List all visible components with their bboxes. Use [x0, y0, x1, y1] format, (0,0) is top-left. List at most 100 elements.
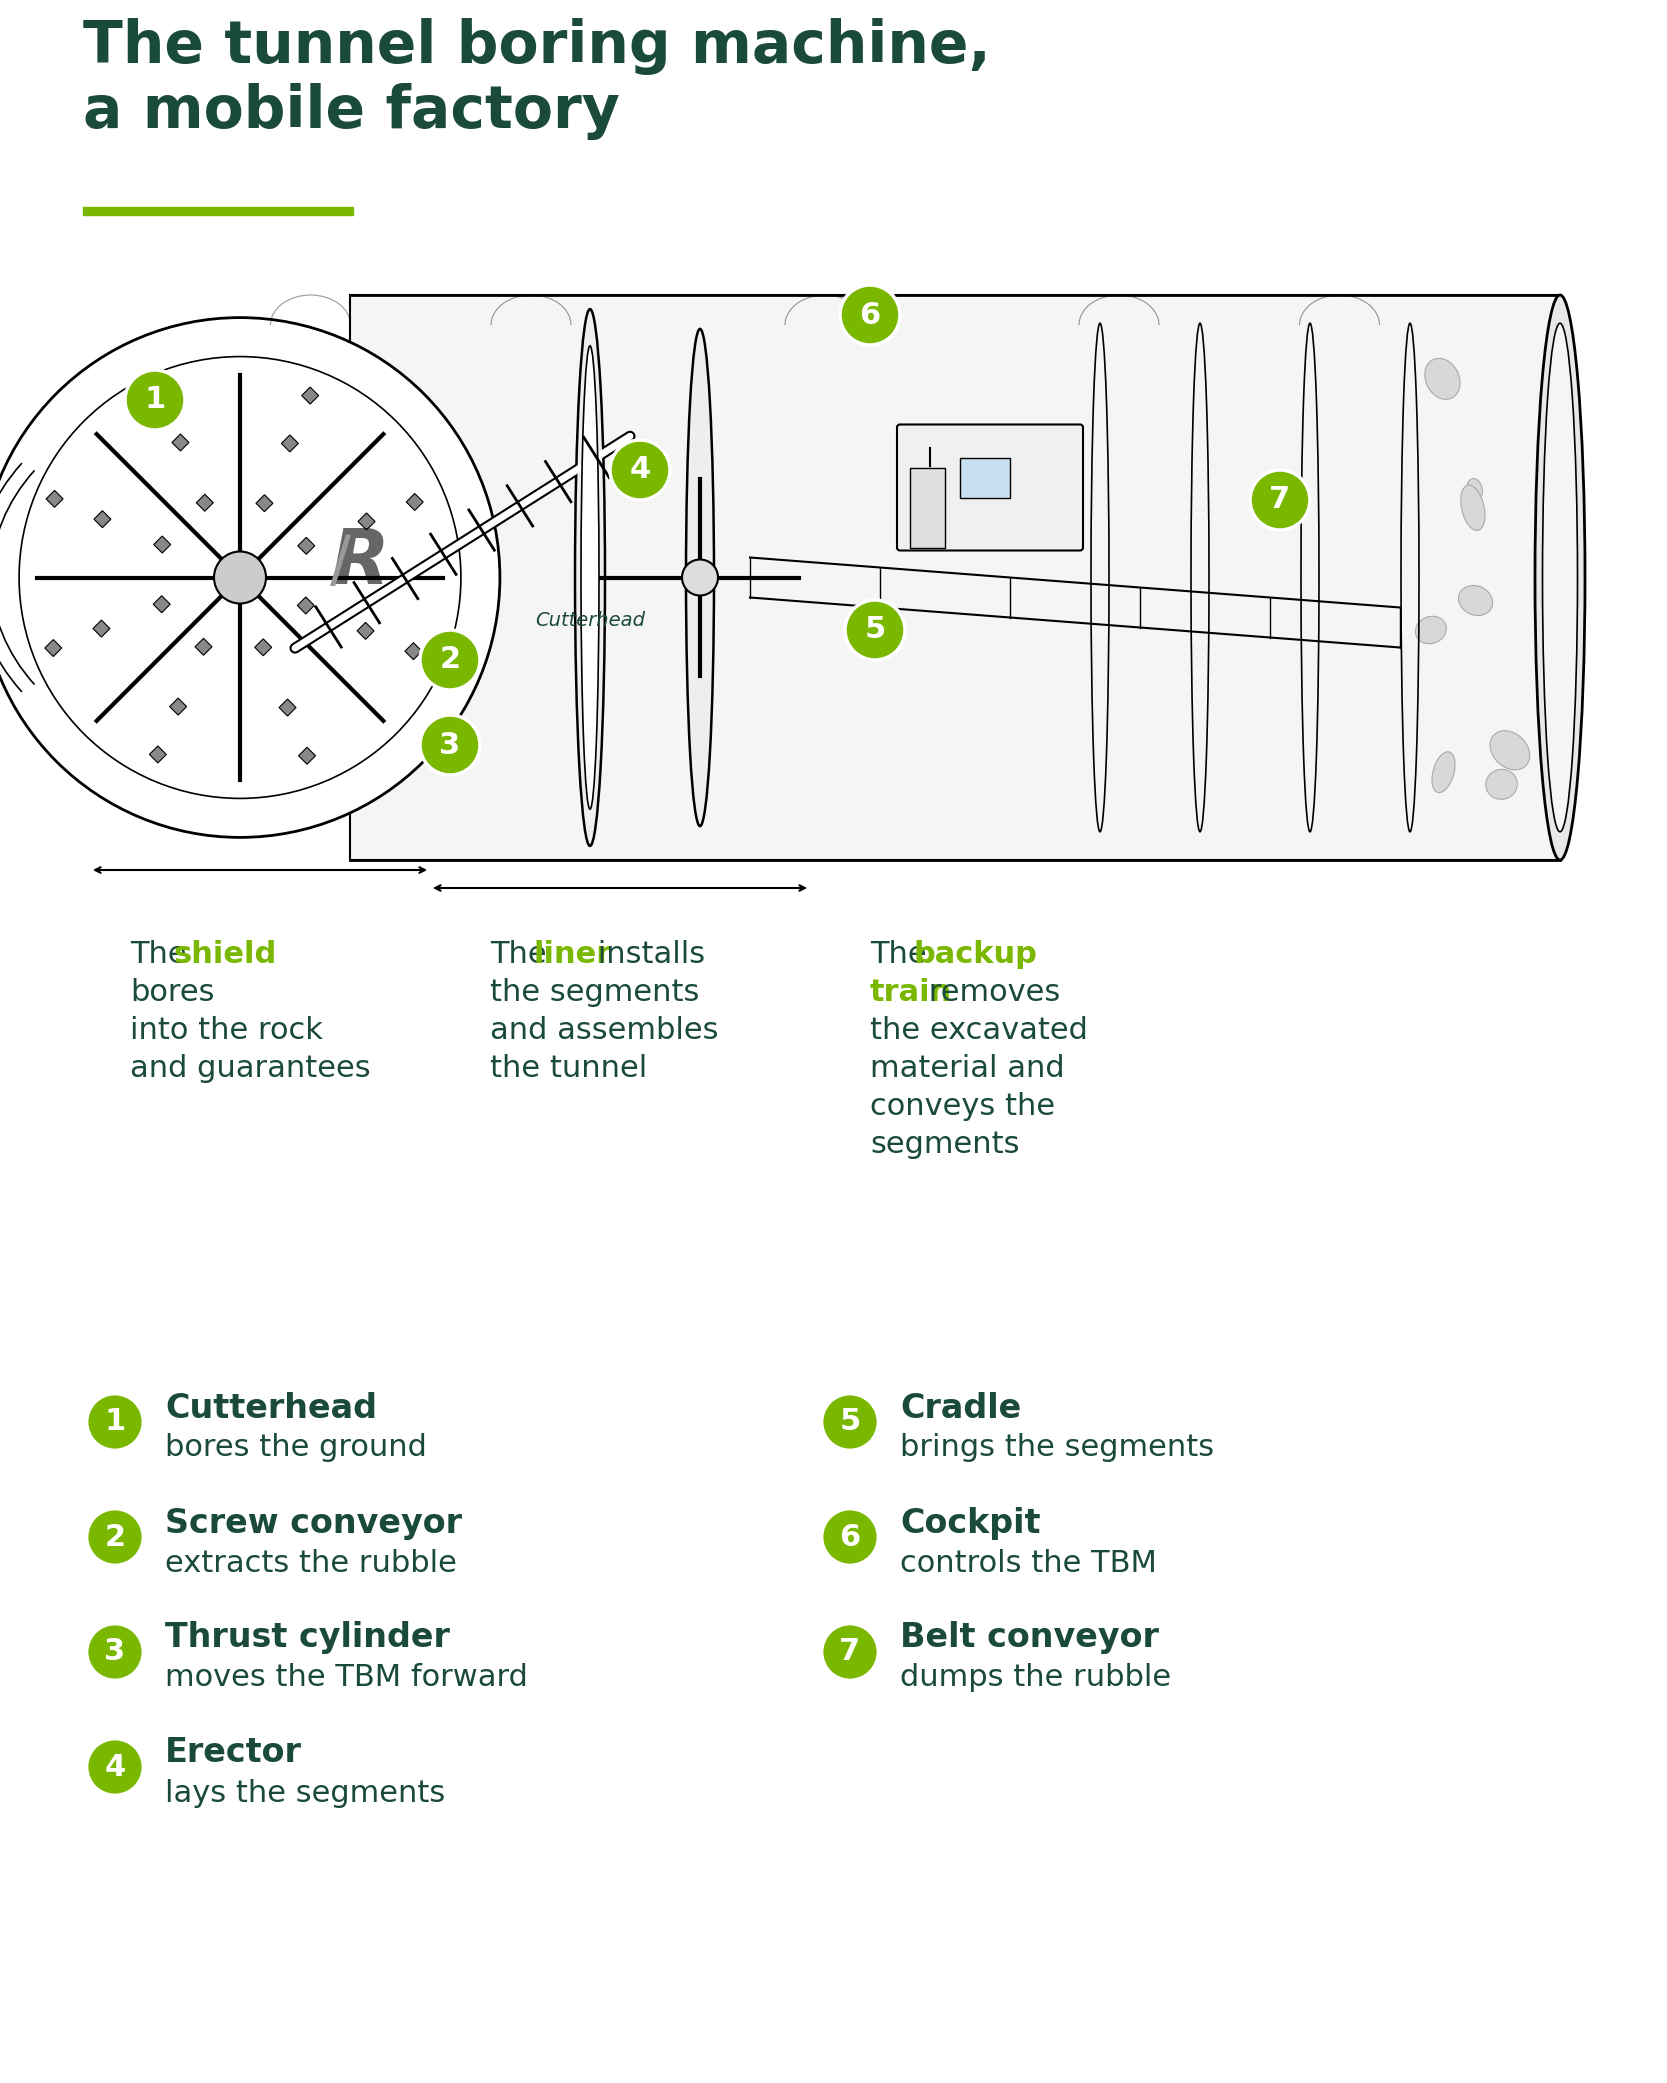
- Bar: [255, 639, 272, 656]
- Text: train: train: [870, 979, 952, 1006]
- Text: Cockpit: Cockpit: [900, 1506, 1040, 1539]
- Ellipse shape: [582, 346, 598, 808]
- Text: material and: material and: [870, 1054, 1065, 1083]
- Text: Screw conveyor: Screw conveyor: [165, 1506, 462, 1539]
- Bar: [407, 494, 423, 510]
- Bar: [910, 467, 945, 548]
- Text: 1: 1: [105, 1408, 125, 1437]
- Text: 5: 5: [865, 614, 885, 644]
- Text: bores: bores: [130, 979, 215, 1006]
- Text: Cradle: Cradle: [900, 1391, 1022, 1425]
- Circle shape: [213, 552, 267, 604]
- Bar: [172, 433, 188, 450]
- Text: removes: removes: [919, 979, 1060, 1006]
- Text: R: R: [330, 525, 390, 600]
- Text: 6: 6: [840, 1523, 860, 1552]
- Circle shape: [840, 285, 900, 346]
- Bar: [197, 494, 213, 510]
- Text: 1: 1: [145, 385, 165, 415]
- Text: The: The: [490, 939, 557, 969]
- FancyBboxPatch shape: [350, 296, 1560, 860]
- Ellipse shape: [1474, 769, 1489, 794]
- Circle shape: [682, 560, 718, 596]
- Bar: [298, 748, 315, 764]
- Bar: [282, 435, 298, 452]
- Circle shape: [420, 714, 480, 775]
- Text: and guarantees: and guarantees: [130, 1054, 370, 1083]
- Ellipse shape: [1535, 296, 1585, 860]
- Text: conveys the: conveys the: [870, 1091, 1055, 1121]
- Text: Cutterhead: Cutterhead: [535, 610, 645, 629]
- Text: a mobile factory: a mobile factory: [83, 83, 620, 140]
- Bar: [405, 644, 422, 660]
- Text: the tunnel: the tunnel: [490, 1054, 647, 1083]
- Text: 4: 4: [630, 456, 650, 485]
- Text: lays the segments: lays the segments: [165, 1779, 445, 1808]
- Bar: [358, 512, 375, 529]
- Ellipse shape: [1425, 437, 1454, 467]
- Ellipse shape: [575, 308, 605, 846]
- Text: 3: 3: [105, 1637, 125, 1666]
- Bar: [45, 639, 62, 656]
- Ellipse shape: [1497, 664, 1539, 692]
- Text: segments: segments: [870, 1129, 1020, 1158]
- Text: 5: 5: [840, 1408, 860, 1437]
- Ellipse shape: [1420, 473, 1454, 502]
- Text: the excavated: the excavated: [870, 1017, 1089, 1046]
- Circle shape: [420, 629, 480, 689]
- Text: 7: 7: [840, 1637, 860, 1666]
- Bar: [47, 490, 63, 508]
- Ellipse shape: [1429, 685, 1449, 727]
- Bar: [297, 598, 315, 614]
- Text: into the rock: into the rock: [130, 1017, 323, 1046]
- Bar: [93, 510, 112, 527]
- Circle shape: [822, 1508, 879, 1564]
- Text: Thrust cylinder: Thrust cylinder: [165, 1621, 450, 1654]
- Text: 2: 2: [440, 646, 460, 675]
- Circle shape: [18, 356, 460, 798]
- FancyBboxPatch shape: [897, 425, 1084, 550]
- Bar: [153, 596, 170, 612]
- Text: bores the ground: bores the ground: [165, 1433, 427, 1462]
- Text: and assembles: and assembles: [490, 1017, 718, 1046]
- Text: 2: 2: [105, 1523, 125, 1552]
- Bar: [257, 496, 273, 512]
- Circle shape: [1250, 471, 1310, 529]
- Text: Erector: Erector: [165, 1737, 302, 1768]
- Bar: [960, 458, 1010, 498]
- Text: backup: backup: [914, 939, 1037, 969]
- Text: installs: installs: [588, 939, 705, 969]
- Text: brings the segments: brings the segments: [900, 1433, 1214, 1462]
- Bar: [357, 623, 373, 639]
- Ellipse shape: [1495, 654, 1527, 696]
- Circle shape: [0, 317, 500, 837]
- Text: moves the TBM forward: moves the TBM forward: [165, 1664, 528, 1693]
- Circle shape: [125, 371, 185, 429]
- Ellipse shape: [1542, 323, 1577, 831]
- Circle shape: [845, 600, 905, 660]
- Text: extracts the rubble: extracts the rubble: [165, 1548, 457, 1577]
- Text: shield: shield: [173, 939, 277, 969]
- Bar: [153, 535, 170, 552]
- Text: The tunnel boring machine,: The tunnel boring machine,: [83, 19, 990, 75]
- Text: 7: 7: [1270, 485, 1290, 515]
- Ellipse shape: [1449, 617, 1494, 652]
- Circle shape: [822, 1625, 879, 1681]
- Text: 4: 4: [105, 1752, 125, 1781]
- Text: The: The: [870, 939, 937, 969]
- Bar: [150, 746, 167, 762]
- Text: The: The: [130, 939, 197, 969]
- Bar: [170, 698, 187, 714]
- Circle shape: [610, 440, 670, 500]
- Text: Cutterhead: Cutterhead: [165, 1391, 377, 1425]
- Ellipse shape: [1492, 812, 1527, 846]
- Text: controls the TBM: controls the TBM: [900, 1548, 1157, 1577]
- Text: /: /: [330, 533, 350, 592]
- Text: liner: liner: [533, 939, 612, 969]
- Text: dumps the rubble: dumps the rubble: [900, 1664, 1172, 1693]
- Text: 3: 3: [440, 731, 460, 760]
- Bar: [83, 206, 353, 215]
- Text: 6: 6: [860, 300, 880, 329]
- Text: Belt conveyor: Belt conveyor: [900, 1621, 1159, 1654]
- Circle shape: [87, 1394, 143, 1450]
